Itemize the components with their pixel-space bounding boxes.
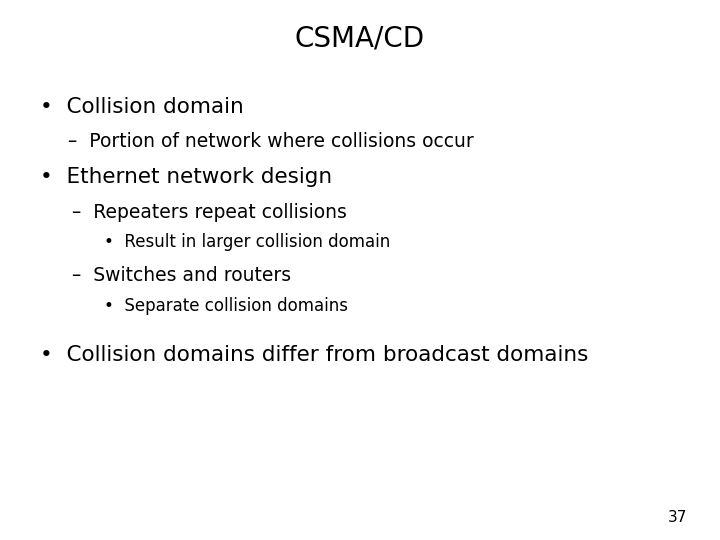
Text: •  Result in larger collision domain: • Result in larger collision domain xyxy=(104,233,391,251)
Text: –  Portion of network where collisions occur: – Portion of network where collisions oc… xyxy=(68,132,474,151)
Text: CSMA/CD: CSMA/CD xyxy=(295,24,425,52)
Text: •  Collision domain: • Collision domain xyxy=(40,97,243,117)
Text: •  Separate collision domains: • Separate collision domains xyxy=(104,297,348,315)
Text: –  Switches and routers: – Switches and routers xyxy=(72,266,291,285)
Text: •  Collision domains differ from broadcast domains: • Collision domains differ from broadcas… xyxy=(40,345,588,364)
Text: –  Repeaters repeat collisions: – Repeaters repeat collisions xyxy=(72,202,347,221)
Text: 37: 37 xyxy=(668,510,688,525)
Text: •  Ethernet network design: • Ethernet network design xyxy=(40,167,332,187)
